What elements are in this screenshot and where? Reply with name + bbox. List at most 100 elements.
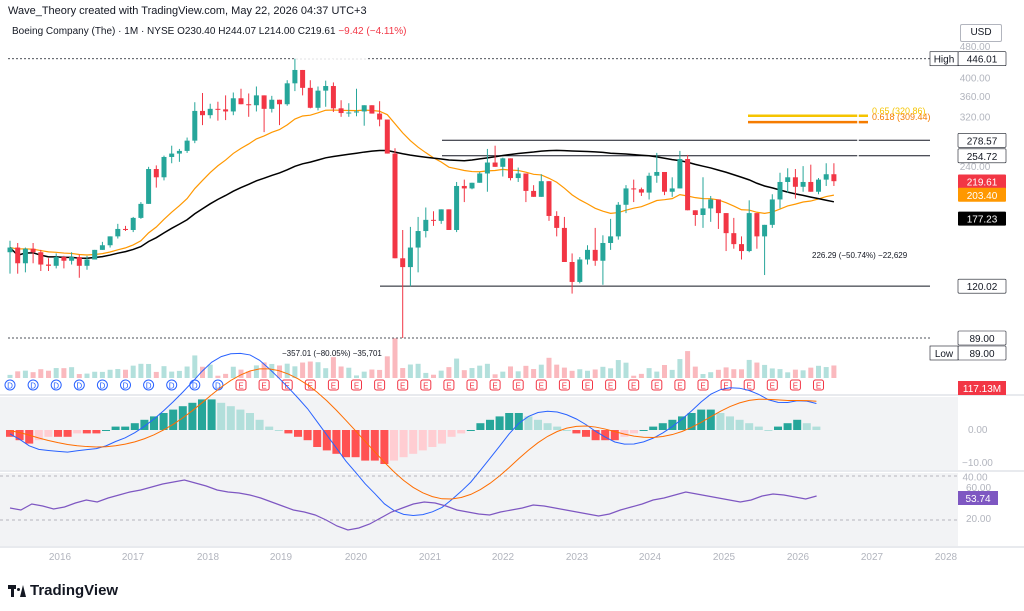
volume-bar	[192, 355, 198, 378]
ohlc-values: O230.40 H244.07 L214.00 C219.61	[177, 26, 336, 37]
earnings-marker[interactable]: E	[766, 379, 778, 391]
earnings-marker[interactable]: E	[605, 379, 617, 391]
dividend-marker[interactable]: D	[96, 379, 108, 391]
x-tick-label: 2018	[197, 552, 220, 563]
candle-body	[615, 204, 621, 237]
macd-histogram-bar	[726, 416, 734, 430]
candle-body	[277, 99, 282, 105]
macd-pane-bg	[0, 397, 958, 470]
svg-text:E: E	[562, 382, 567, 391]
dividend-marker[interactable]: D	[212, 379, 224, 391]
earnings-marker[interactable]: E	[327, 379, 339, 391]
earnings-marker[interactable]: E	[512, 379, 524, 391]
price-label-box	[957, 148, 1007, 164]
macd-histogram-bar	[92, 430, 101, 434]
svg-text:D: D	[123, 382, 129, 391]
earnings-marker[interactable]: E	[582, 379, 593, 391]
dividend-marker[interactable]: D	[50, 379, 62, 391]
sma-line	[9, 149, 835, 260]
candle-body	[184, 140, 190, 151]
earnings-marker[interactable]: E	[720, 379, 732, 391]
candle-body	[30, 248, 36, 253]
x-tick-label: 2028	[935, 552, 958, 563]
x-tick-label: 2025	[713, 552, 736, 563]
candle-body	[92, 249, 98, 260]
currency-button[interactable]: USD	[960, 24, 1002, 42]
macd-histogram-bar	[735, 419, 744, 430]
candle-body	[677, 159, 683, 189]
svg-text:E: E	[469, 382, 474, 391]
macd-histogram-bar	[562, 430, 571, 431]
volume-bar	[392, 338, 398, 378]
svg-text:E: E	[331, 382, 336, 391]
macd-histogram-bar	[82, 430, 91, 434]
candle-body	[323, 86, 329, 91]
macd-histogram-bar	[610, 430, 619, 441]
candle-body	[631, 188, 637, 190]
candle-body	[400, 258, 406, 268]
macd-histogram-bar	[15, 430, 24, 441]
earnings-marker[interactable]: E	[697, 379, 709, 391]
dividend-marker[interactable]: D	[189, 379, 201, 391]
macd-histogram-bar	[73, 430, 82, 434]
svg-text:D: D	[169, 382, 175, 391]
svg-text:D: D	[192, 382, 198, 391]
earnings-marker[interactable]: E	[443, 379, 455, 391]
y-tick-label: 360.00	[960, 92, 991, 103]
candle-body	[685, 159, 691, 211]
macd-histogram-bar	[265, 426, 274, 430]
dividend-marker[interactable]: D	[166, 379, 178, 391]
earnings-marker[interactable]: E	[789, 379, 801, 391]
earnings-marker[interactable]: E	[374, 379, 386, 391]
svg-text:E: E	[747, 382, 752, 391]
earnings-marker[interactable]: E	[743, 379, 755, 391]
price-label: 203.40	[967, 191, 998, 202]
x-tick-label: 2021	[419, 552, 442, 563]
earnings-marker[interactable]: E	[351, 379, 362, 391]
earnings-marker[interactable]: E	[651, 379, 663, 391]
dividend-marker[interactable]: D	[27, 379, 39, 391]
volume-bar	[61, 368, 67, 378]
earnings-marker[interactable]: E	[304, 379, 316, 391]
macd-histogram-bar	[428, 430, 437, 447]
candle-body	[454, 185, 460, 230]
earnings-marker[interactable]: E	[235, 379, 247, 391]
macd-histogram-bar	[140, 419, 149, 430]
svg-text:E: E	[816, 382, 821, 391]
dividend-marker[interactable]: D	[120, 379, 131, 391]
svg-text:E: E	[423, 382, 428, 391]
x-tick-label: 2016	[49, 552, 72, 563]
earnings-marker[interactable]: E	[558, 379, 570, 391]
earnings-marker[interactable]: E	[281, 379, 293, 391]
volume-bar	[508, 366, 513, 378]
macd-histogram-bar	[543, 423, 552, 430]
macd-histogram-bar	[390, 430, 398, 461]
macd-histogram-bar	[351, 430, 360, 458]
candle-body	[816, 179, 821, 192]
macd-histogram-bar	[236, 409, 245, 430]
volume-bar	[246, 371, 252, 378]
volume-bar	[538, 364, 544, 378]
volume-bar	[723, 367, 729, 378]
dividend-marker[interactable]: D	[143, 379, 155, 391]
volume-bar	[153, 371, 159, 378]
earnings-marker[interactable]: E	[258, 379, 270, 391]
earnings-marker[interactable]: E	[466, 379, 478, 391]
earnings-marker[interactable]: E	[420, 379, 432, 391]
earnings-marker[interactable]: E	[813, 379, 824, 391]
candle-body	[176, 150, 182, 154]
dividend-marker[interactable]: D	[4, 379, 16, 391]
dividend-marker[interactable]: D	[73, 379, 85, 391]
earnings-marker[interactable]: E	[628, 379, 640, 391]
earnings-marker[interactable]: E	[489, 379, 501, 391]
earnings-marker[interactable]: E	[535, 379, 547, 391]
earnings-marker[interactable]: E	[674, 379, 686, 391]
earnings-marker[interactable]: E	[397, 379, 409, 391]
volume-bar	[377, 369, 383, 378]
macd-histogram-bar	[418, 430, 427, 451]
candle-body	[508, 158, 513, 179]
candle-body	[723, 213, 729, 234]
candle-body	[431, 219, 436, 221]
candle-body	[84, 259, 90, 266]
